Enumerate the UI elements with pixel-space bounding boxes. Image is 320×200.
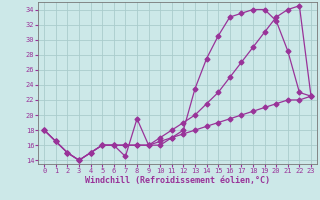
X-axis label: Windchill (Refroidissement éolien,°C): Windchill (Refroidissement éolien,°C) [85,176,270,185]
